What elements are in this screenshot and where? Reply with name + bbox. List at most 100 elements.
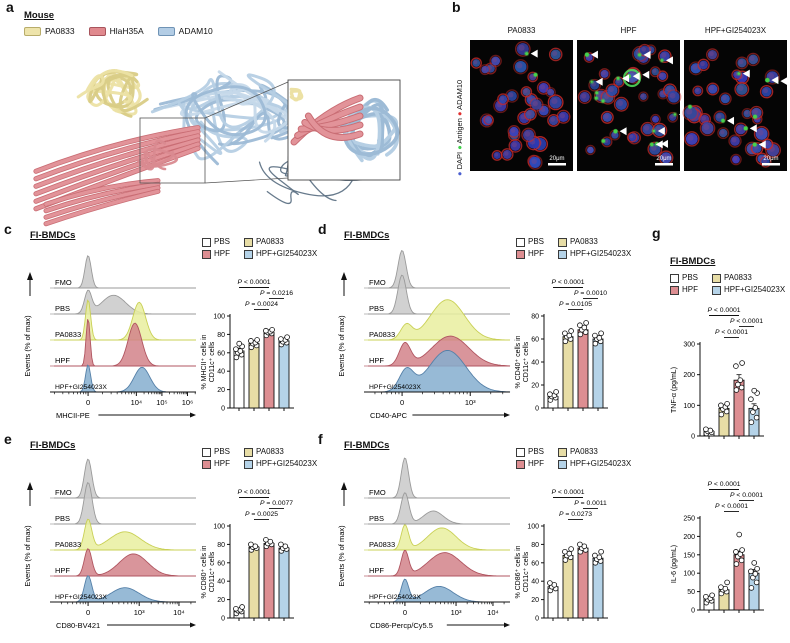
data-point bbox=[233, 346, 239, 352]
svg-text:FMO: FMO bbox=[55, 488, 72, 497]
histogram-row-HPF bbox=[368, 335, 511, 367]
legend-item-HPF: HPF bbox=[516, 248, 558, 260]
legend-swatch bbox=[157, 26, 175, 36]
data-point bbox=[751, 387, 757, 394]
svg-text:0: 0 bbox=[691, 434, 695, 441]
data-point bbox=[547, 391, 553, 397]
data-point bbox=[577, 322, 583, 328]
pvalue-label: P = 0.0105 bbox=[559, 301, 592, 308]
svg-text:100: 100 bbox=[213, 524, 225, 531]
panel-title: FI-BMDCs bbox=[30, 440, 76, 451]
svg-text:10³: 10³ bbox=[134, 608, 145, 617]
data-point bbox=[598, 548, 604, 555]
legend-item-PBS: PBS bbox=[516, 446, 558, 458]
svg-text:HPF+GI254023X: HPF+GI254023X bbox=[55, 384, 107, 391]
data-point bbox=[748, 568, 754, 575]
data-point bbox=[736, 531, 742, 538]
svg-text:100: 100 bbox=[683, 403, 695, 410]
svg-text:TNF-α (pg/mL): TNF-α (pg/mL) bbox=[671, 367, 678, 413]
svg-text:FMO: FMO bbox=[55, 278, 72, 287]
panel-title: FI-BMDCs bbox=[30, 230, 76, 241]
data-point bbox=[583, 320, 589, 326]
bar-HPF+GI254023X bbox=[592, 557, 604, 619]
legend-swatch bbox=[202, 459, 211, 469]
svg-text:0: 0 bbox=[221, 406, 225, 413]
svg-text:% CD80⁺ cells in: % CD80⁺ cells in bbox=[201, 545, 208, 598]
histogram-row-PA0833 bbox=[368, 524, 510, 551]
panel-title: FI-BMDCs bbox=[344, 230, 390, 241]
legend-swatch bbox=[712, 273, 721, 283]
histogram-row-HPF bbox=[368, 549, 510, 577]
arrowhead-marker bbox=[619, 127, 627, 136]
legend-item-PBS: PBS bbox=[202, 446, 244, 458]
arrowhead-marker bbox=[632, 72, 640, 81]
svg-text:% CD86⁺ cells in: % CD86⁺ cells in bbox=[515, 545, 522, 598]
bar-chart: P < 0.0001 P = 0.0010 P = 0.0105 0 20 40 60 80%… bbox=[515, 279, 608, 413]
data-point bbox=[738, 384, 745, 391]
histogram-row-PA0833 bbox=[368, 299, 511, 341]
legend-swatch bbox=[558, 249, 567, 259]
panel-d-letter: d bbox=[318, 221, 327, 237]
svg-text:PBS: PBS bbox=[55, 514, 70, 523]
svg-text:100: 100 bbox=[213, 314, 225, 321]
pvalue-label: P < 0.0001 bbox=[237, 489, 270, 496]
svg-text:60: 60 bbox=[217, 350, 225, 357]
panel-a: Mouse PA0833 HlaH35A ADAM10 bbox=[0, 0, 450, 227]
micrograph-title: HPF+GI254023X bbox=[704, 26, 767, 35]
svg-text:HPF+GI254023X: HPF+GI254023X bbox=[55, 594, 107, 601]
data-point bbox=[248, 338, 254, 344]
panel-g-letter: g bbox=[652, 225, 661, 241]
legend-swatch bbox=[516, 459, 525, 469]
data-point bbox=[753, 579, 760, 586]
pvalue-label: P < 0.0001 bbox=[707, 307, 740, 314]
data-point bbox=[598, 330, 604, 337]
svg-text:80: 80 bbox=[217, 332, 225, 339]
legend-swatch bbox=[202, 447, 211, 457]
panel-c-letter: c bbox=[4, 221, 12, 237]
flow-histogram: Events (% of max) FMO PBS PA0833 HPF HPF+GI25… bbox=[23, 458, 196, 630]
data-point bbox=[733, 561, 740, 567]
panel-b-letter: b bbox=[452, 0, 461, 15]
legend-item-PA0833: PA0833 bbox=[244, 446, 284, 458]
histogram-row-HPF bbox=[54, 548, 196, 577]
legend-swatch bbox=[670, 285, 679, 295]
data-point bbox=[562, 338, 569, 345]
legend-item-HPF: HPF bbox=[516, 458, 558, 470]
data-point bbox=[735, 381, 741, 388]
data-point bbox=[748, 585, 755, 591]
data-point bbox=[733, 387, 740, 393]
svg-text:PA0833: PA0833 bbox=[369, 330, 395, 339]
il6-bar-chart: P < 0.0001 P < 0.0001 P < 0.0001 0 50 100 150 2… bbox=[671, 481, 764, 615]
svg-text:% MHCII⁺ cells in: % MHCII⁺ cells in bbox=[201, 334, 208, 389]
svg-text:HPF+GI254023X: HPF+GI254023X bbox=[369, 384, 421, 391]
histogram-row-FMO bbox=[368, 249, 510, 289]
micrograph-PA0833: 20μm bbox=[470, 40, 573, 171]
legend-swatch bbox=[558, 237, 567, 247]
data-point bbox=[562, 557, 569, 563]
data-point bbox=[233, 606, 239, 612]
svg-text:CD11c⁺ cells: CD11c⁺ cells bbox=[209, 551, 216, 592]
histogram-row-FMO bbox=[54, 255, 196, 289]
panel-g-legend: PBS PA0833 HPF HPF+GI254023X bbox=[670, 272, 785, 296]
svg-text:10³: 10³ bbox=[451, 608, 462, 617]
legend-item-HPF: HPF bbox=[202, 458, 244, 470]
scale-bar bbox=[548, 163, 566, 166]
histogram-row-FMO bbox=[368, 457, 510, 499]
svg-text:Events (% of max): Events (% of max) bbox=[23, 315, 32, 377]
arrowhead-marker bbox=[655, 140, 663, 149]
legend-item-HPF+GI254023X: HPF+GI254023X bbox=[244, 458, 317, 470]
data-point bbox=[738, 557, 745, 564]
structure-legend-item-PA0833: PA0833 bbox=[24, 26, 75, 36]
svg-text:MHCII-PE: MHCII-PE bbox=[56, 411, 90, 420]
legend-swatch bbox=[516, 237, 525, 247]
legend-swatch bbox=[516, 249, 525, 259]
svg-text:40: 40 bbox=[217, 579, 225, 586]
data-point bbox=[754, 565, 760, 572]
panel-d: FI-BMDCs PBS PA0833 HPF HPF+GI254023X Events … bbox=[328, 226, 631, 436]
bar-PA0833 bbox=[248, 546, 260, 619]
pvalue-label: P = 0.0011 bbox=[574, 500, 607, 507]
structure-legend-item-HlaH35A: HlaH35A bbox=[88, 26, 144, 36]
scale-bar bbox=[762, 163, 780, 166]
bar-PA0833 bbox=[562, 336, 574, 409]
panel-f: FI-BMDCs PBS PA0833 HPF HPF+GI254023X Events … bbox=[328, 436, 631, 643]
